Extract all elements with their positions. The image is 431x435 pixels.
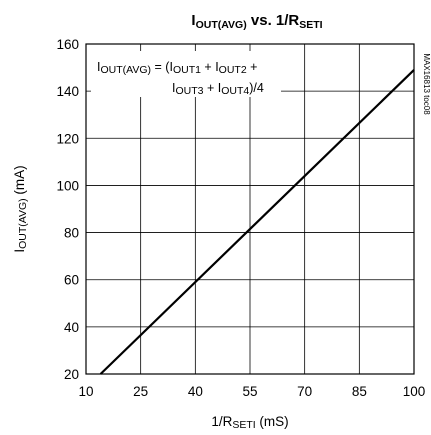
annotation-line-2: IOUT3 + IOUT4)/4 — [172, 81, 264, 97]
figure-id: MAX16813 toc08 — [422, 53, 431, 115]
y-tick-label: 160 — [56, 37, 79, 52]
y-tick-label: 80 — [64, 226, 79, 241]
annotation-background — [91, 51, 281, 97]
x-tick-label: 25 — [133, 384, 148, 399]
chart-title: IOUT(AVG) vs. 1/RSETI — [191, 12, 322, 31]
x-axis-title: 1/RSETI (mS) — [211, 414, 288, 431]
tick-labels: 10 25 40 55 70 85 100 20 40 60 80 100 120 140 160 — [56, 37, 425, 399]
x-tick-label: 85 — [352, 384, 367, 399]
y-tick-label: 100 — [56, 178, 79, 193]
x-tick-label: 55 — [242, 384, 257, 399]
y-tick-label: 140 — [56, 84, 79, 99]
y-tick-label: 40 — [64, 320, 79, 335]
y-tick-label: 20 — [64, 367, 79, 382]
series-line — [99, 69, 415, 375]
x-tick-label: 10 — [78, 384, 93, 399]
x-tick-label: 70 — [297, 384, 312, 399]
series-layer — [99, 69, 415, 375]
x-tick-label: 100 — [403, 384, 426, 399]
x-tick-label: 40 — [188, 384, 203, 399]
annotation-line-1: IOUT(AVG) = (IOUT1 + IOUT2 + — [97, 60, 257, 76]
y-tick-label: 60 — [64, 273, 79, 288]
plot-frame — [85, 43, 415, 375]
y-tick-label: 120 — [56, 131, 79, 146]
y-axis-title: IOUT(AVG) (mA) — [12, 165, 29, 252]
